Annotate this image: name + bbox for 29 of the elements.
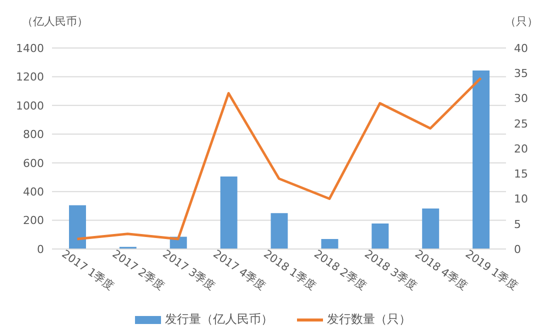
y-tick-label: 0: [37, 242, 44, 256]
y2-tick-label: 5: [514, 218, 521, 231]
bar: [321, 238, 338, 249]
bar: [220, 176, 238, 249]
bar: [372, 223, 389, 249]
bar: [422, 208, 440, 249]
y-tick-label: 200: [23, 214, 44, 228]
y-tick-label: 1200: [16, 70, 44, 84]
line-series: [76, 76, 482, 240]
y-tick-label: 1000: [16, 99, 44, 112]
bar: [472, 70, 490, 249]
bar: [69, 205, 86, 249]
y-tick-label: 800: [23, 128, 44, 142]
y2-tick-label: 40: [514, 42, 528, 55]
y2-axis-title: （只）: [505, 14, 538, 29]
y2-tick-label: 20: [514, 142, 528, 156]
y2-tick-label: 30: [514, 92, 528, 106]
y2-tick-label: 25: [514, 117, 528, 130]
y-tick-label: 600: [23, 156, 44, 170]
y2-tick-label: 35: [514, 67, 528, 80]
y2-tick-label: 0: [514, 242, 521, 256]
y-tick-label: 400: [23, 185, 44, 198]
bar: [270, 213, 288, 249]
legend-label: 发行量（亿人民币）: [164, 311, 273, 328]
y-axis-title: （亿人民币）: [22, 14, 88, 29]
legend-label: 发行数量（只）: [326, 311, 411, 328]
y-tick-label: 1400: [16, 42, 44, 55]
y2-tick-label: 10: [514, 192, 528, 206]
y2-tick-label: 15: [514, 168, 528, 181]
